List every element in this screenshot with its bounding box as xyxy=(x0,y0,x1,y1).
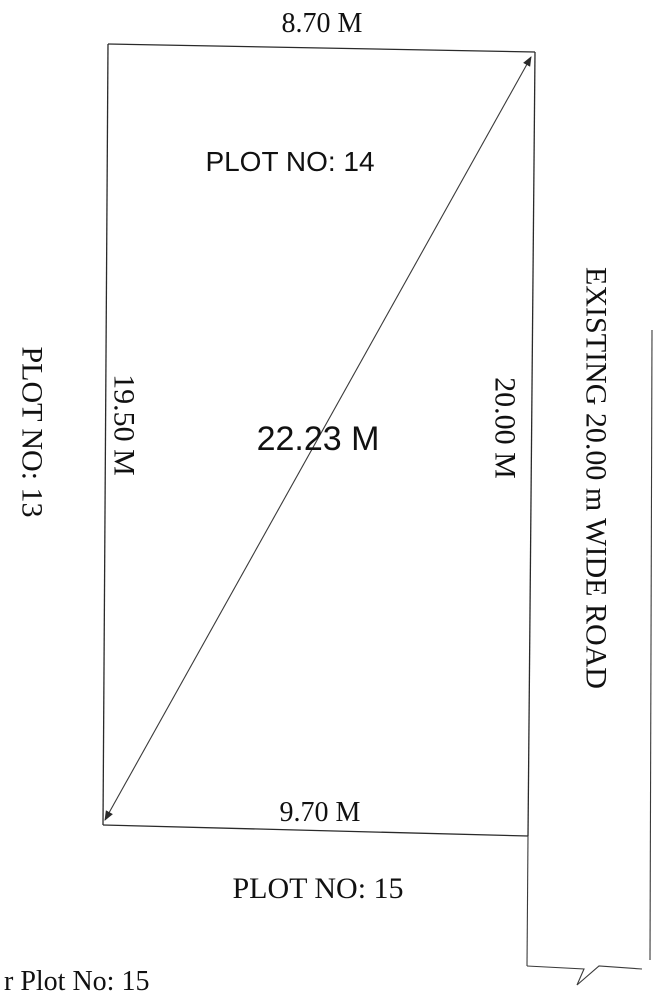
plot-top-boundary xyxy=(107,43,536,53)
road-break-line xyxy=(526,965,643,986)
road-left-edge xyxy=(526,835,529,967)
plot-15-label: PLOT NO: 15 xyxy=(232,872,403,905)
footer-plot-text: r Plot No: 15 xyxy=(4,966,149,992)
diagonal-dimension-line xyxy=(104,56,532,821)
plot-14-label: PLOT NO: 14 xyxy=(205,146,374,177)
diagonal-dimension-label: 22.23 M xyxy=(257,420,380,458)
plot-13-label: PLOT NO: 13 xyxy=(16,346,49,517)
plot-bottom-boundary xyxy=(102,824,529,837)
plot-left-boundary xyxy=(102,43,109,826)
road-right-edge xyxy=(649,329,653,961)
road-label: EXISTING 20.00 m WIDE ROAD xyxy=(580,267,613,689)
bottom-dimension-label: 9.70 M xyxy=(280,797,361,828)
left-dimension-label: 19.50 M xyxy=(108,374,141,476)
plot-right-boundary xyxy=(527,51,536,837)
top-dimension-label: 8.70 M xyxy=(282,8,363,39)
right-dimension-label: 20.00 M xyxy=(489,377,522,479)
